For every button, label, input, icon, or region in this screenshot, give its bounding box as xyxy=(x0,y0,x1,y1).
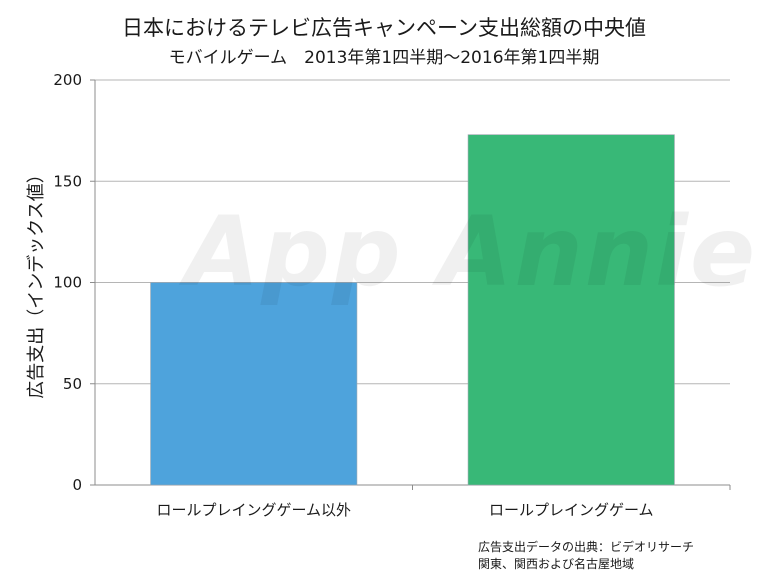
y-tick-label: 0 xyxy=(72,476,82,494)
y-tick-label: 50 xyxy=(63,375,82,393)
y-axis-label: 広告支出（インデックス値） xyxy=(26,165,47,399)
source-note: 広告支出データの出典：ビデオリサーチ 関東、関西および名古屋地域 xyxy=(478,539,694,573)
x-tick-label: ロールプレイングゲーム以外 xyxy=(156,501,351,519)
source-line-1: 広告支出データの出典：ビデオリサーチ xyxy=(478,540,695,554)
chart-title: 日本におけるテレビ広告キャンペーン支出総額の中央値 xyxy=(122,16,646,40)
x-tick-label: ロールプレイングゲーム xyxy=(489,501,654,519)
watermark-logo: App Annie xyxy=(185,196,758,308)
y-tick-label: 150 xyxy=(53,172,82,190)
bar-2 xyxy=(467,134,675,486)
y-tick-label: 100 xyxy=(53,274,82,292)
bar-1 xyxy=(150,282,358,486)
y-tick-label: 200 xyxy=(53,71,82,89)
chart-subtitle: モバイルゲーム 2013年第1四半期～2016年第1四半期 xyxy=(168,48,600,68)
source-line-2: 関東、関西および名古屋地域 xyxy=(478,557,635,571)
